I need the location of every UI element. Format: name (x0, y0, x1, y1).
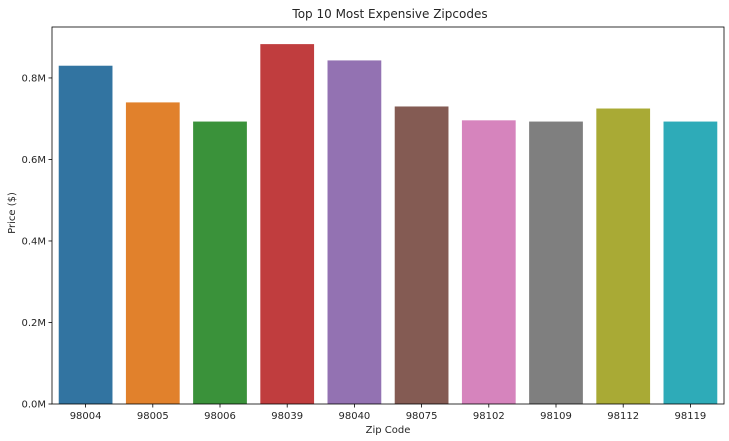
x-tick-label: 98119 (674, 411, 706, 422)
y-tick-label: 0.4M (21, 236, 46, 247)
x-axis: 98004 98005 98006 98039 98040 98075 98102 98109… (70, 404, 706, 422)
bar-98119 (663, 121, 718, 405)
bar-98040 (327, 60, 382, 405)
bars-group (58, 44, 718, 405)
chart-title: Top 10 Most Expensive Zipcodes (291, 7, 487, 21)
x-tick-label: 98075 (406, 411, 438, 422)
y-tick-label: 0.0M (21, 400, 46, 411)
y-axis: 0.0M 0.2M 0.4M 0.6M 0.8M (21, 73, 52, 411)
x-axis-label: Zip Code (366, 425, 411, 436)
bar-98039 (260, 44, 315, 405)
x-tick-label: 98039 (271, 411, 303, 422)
y-tick-label: 0.8M (21, 73, 46, 84)
y-tick-label: 0.6M (21, 155, 46, 166)
bar-98112 (596, 108, 651, 404)
plot-frame (51, 26, 725, 405)
bar-98005 (125, 102, 180, 405)
x-tick-label: 98102 (473, 411, 505, 422)
bar-98102 (461, 120, 516, 404)
bar-98006 (193, 121, 247, 405)
x-tick-label: 98004 (70, 411, 102, 422)
x-tick-label: 98005 (137, 411, 169, 422)
y-tick-label: 0.2M (21, 318, 46, 329)
x-tick-label: 98112 (607, 411, 639, 422)
y-axis-label: Price ($) (7, 192, 18, 234)
x-tick-label: 98109 (540, 411, 572, 422)
bar-98109 (529, 121, 583, 405)
x-tick-label: 98040 (338, 411, 370, 422)
bar-98004 (58, 65, 113, 404)
bar-98075 (394, 106, 449, 404)
x-tick-label: 98006 (204, 411, 236, 422)
